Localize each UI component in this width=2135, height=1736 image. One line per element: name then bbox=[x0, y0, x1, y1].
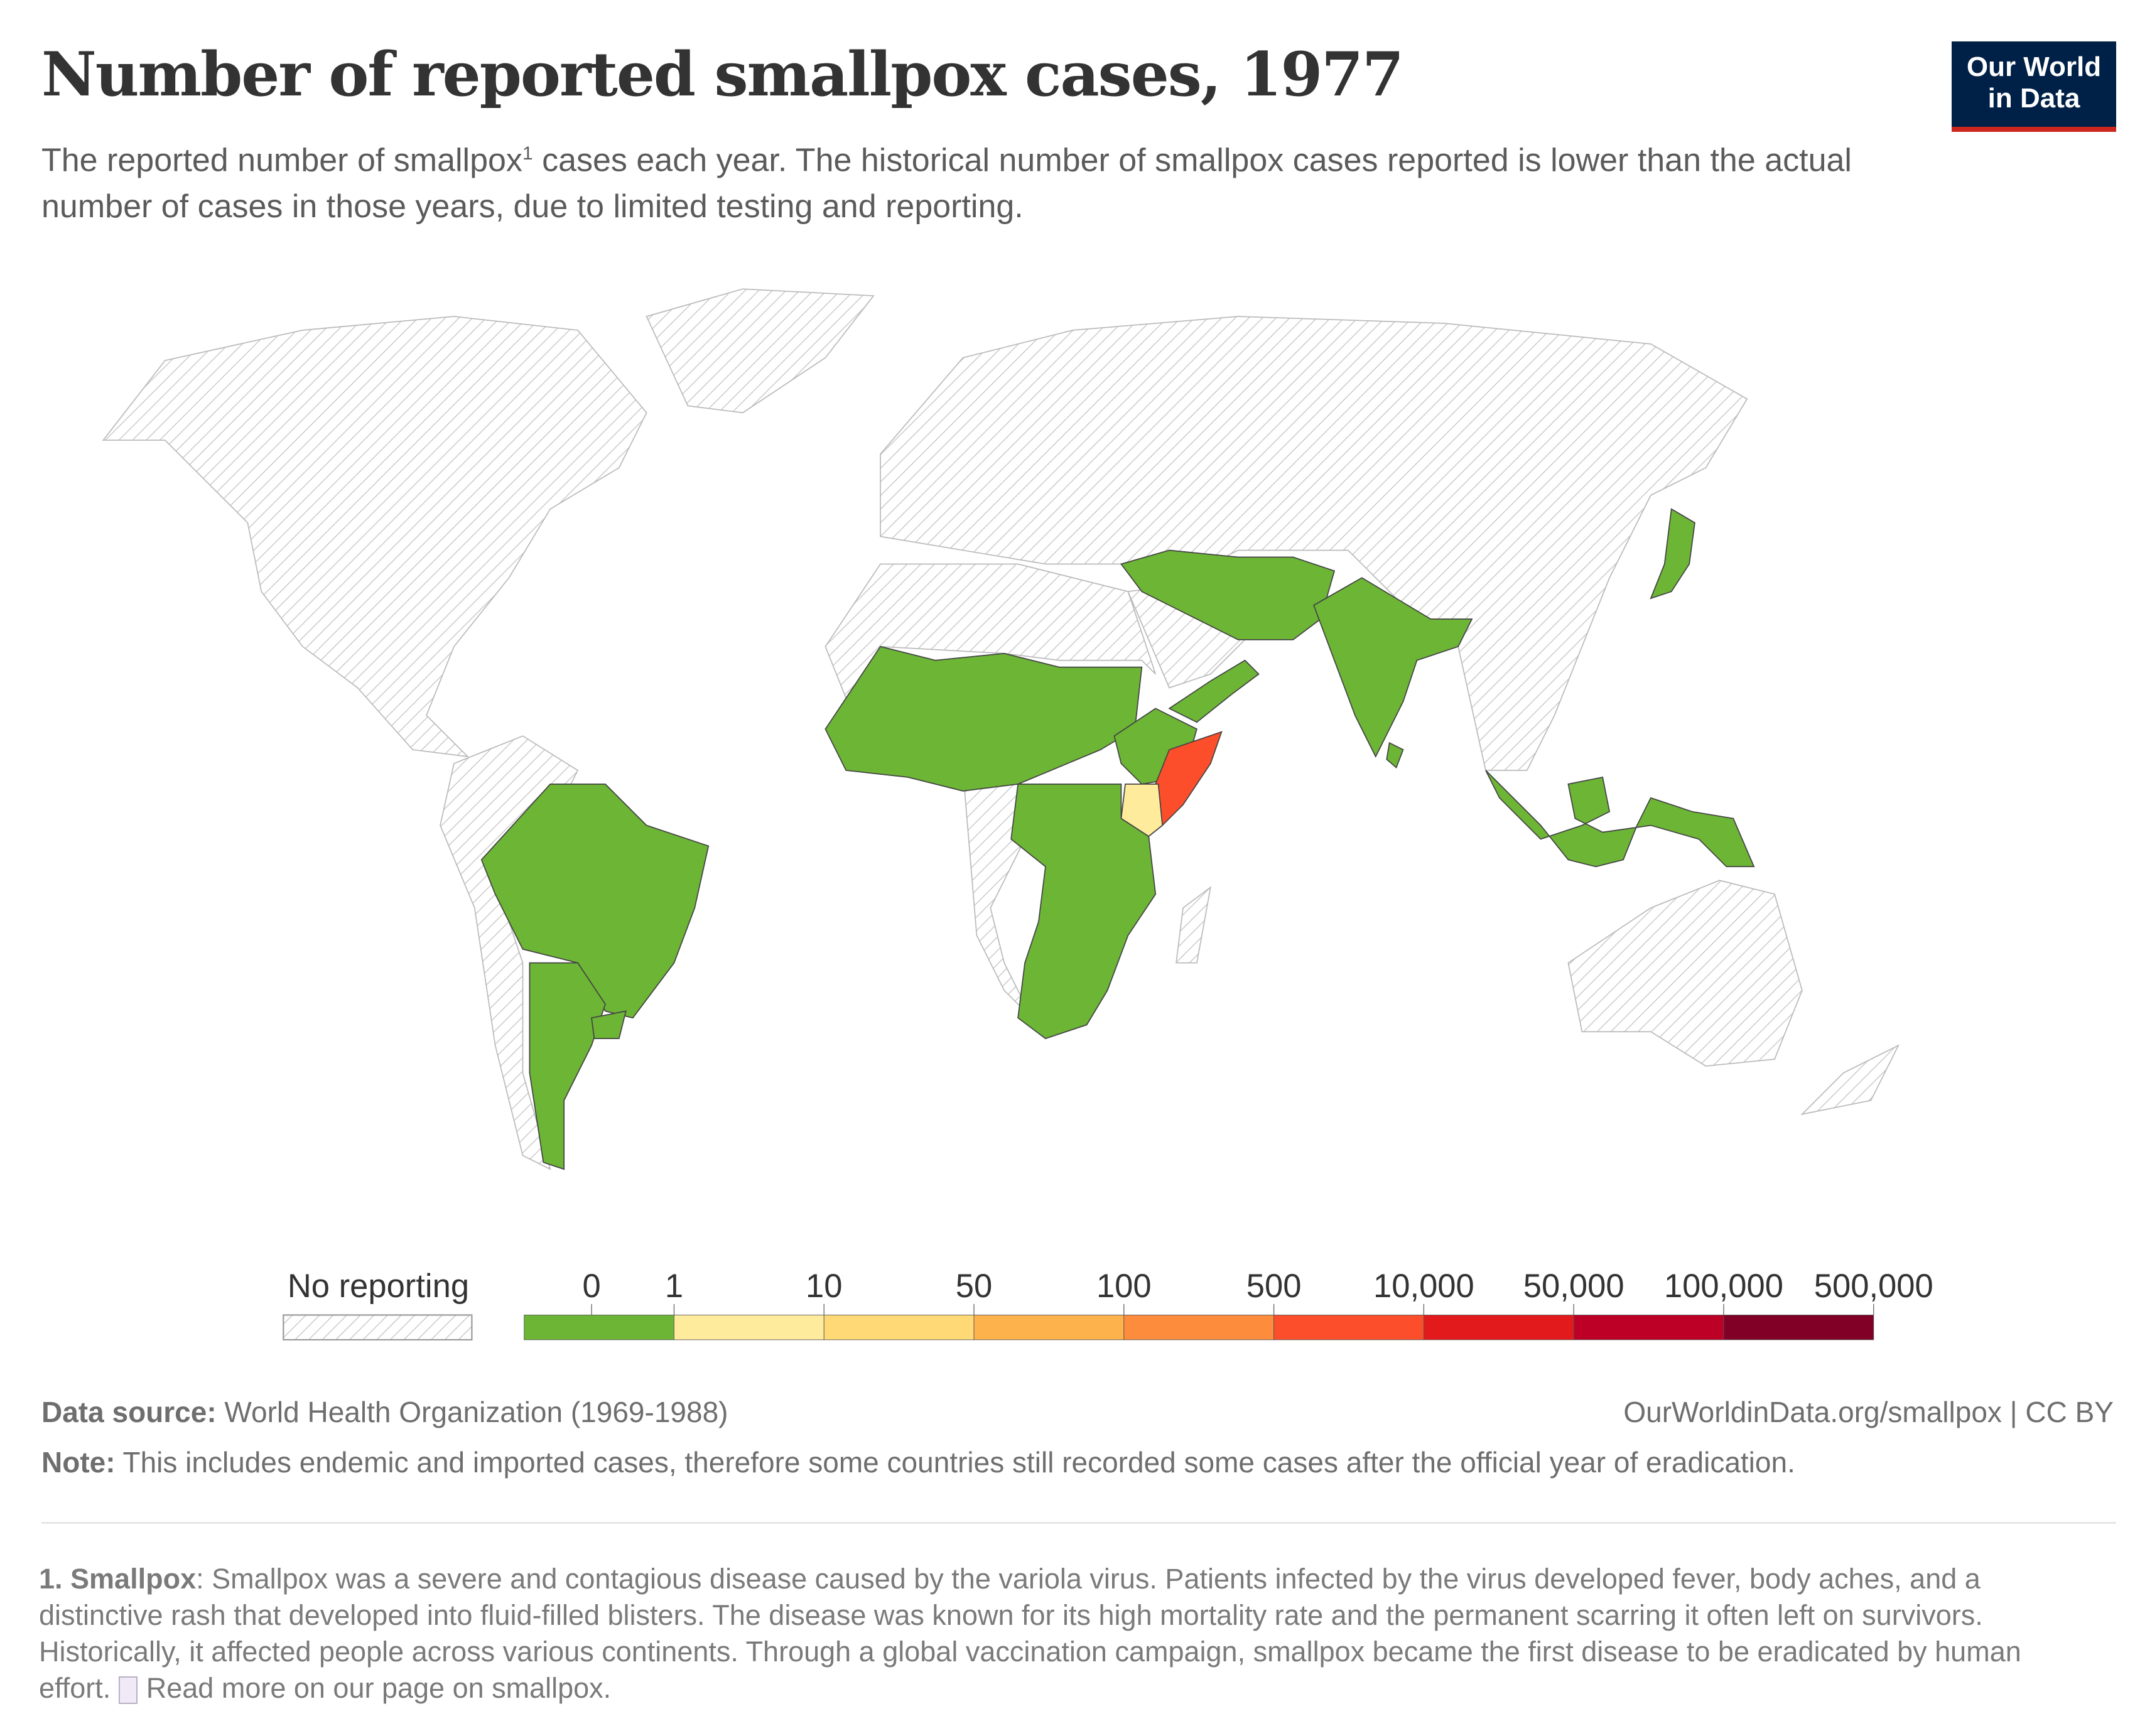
footnote: 1. Smallpox: Smallpox was a severe and c… bbox=[39, 1561, 2086, 1706]
eurasia bbox=[880, 316, 1748, 771]
country-japan[interactable] bbox=[1650, 508, 1695, 600]
chart-title: Number of reported smallpox cases, 1977 bbox=[41, 39, 1404, 110]
country-central-east-southern-africa[interactable] bbox=[1010, 783, 1157, 1040]
legend-tick-label: 500 bbox=[1246, 1268, 1302, 1305]
legend-bin-swatch[interactable] bbox=[524, 1315, 674, 1340]
footnote-text: : Smallpox was a severe and contagious d… bbox=[39, 1563, 2021, 1704]
logo-text: in Data bbox=[1987, 83, 2080, 114]
legend-tick-label: 500,000 bbox=[1814, 1268, 1933, 1305]
legend-bin-swatch[interactable] bbox=[1123, 1315, 1275, 1340]
south-america-rest bbox=[440, 735, 579, 1170]
country-sri-lanka[interactable] bbox=[1386, 741, 1404, 769]
country-kenya[interactable] bbox=[1120, 783, 1164, 838]
legend-bin-swatch[interactable] bbox=[1723, 1315, 1874, 1340]
country-uruguay[interactable] bbox=[591, 1010, 627, 1040]
australia bbox=[1567, 880, 1803, 1067]
read-more-link[interactable]: Read more on our page on smallpox. bbox=[146, 1672, 612, 1704]
new-zealand bbox=[1800, 1044, 1900, 1116]
legend-bin-swatch[interactable] bbox=[973, 1315, 1125, 1340]
footnote-label: 1. Smallpox bbox=[39, 1563, 197, 1595]
reporting-countries bbox=[480, 508, 1755, 1170]
legend-bin-swatch[interactable] bbox=[1573, 1315, 1724, 1340]
legend-tick-label: 1 bbox=[665, 1268, 683, 1305]
legend-tick-label: 10 bbox=[806, 1268, 842, 1305]
logo-text: Our World bbox=[1966, 51, 2102, 82]
legend: No reporting 0 1 10 50 100 500 10,000 50,000 100… bbox=[283, 1268, 1933, 1341]
legend-tick-label: 50,000 bbox=[1523, 1268, 1624, 1305]
legend-no-data-swatch bbox=[283, 1314, 473, 1341]
source-text[interactable]: World Health Organization (1969-1988) bbox=[216, 1396, 728, 1428]
country-yemen-oman[interactable] bbox=[1168, 659, 1260, 723]
note: Note: This includes endemic and imported… bbox=[41, 1445, 1795, 1479]
divider bbox=[41, 1522, 2116, 1524]
url-license[interactable]: OurWorldinData.org/smallpox | CC BY bbox=[1623, 1396, 2114, 1428]
no-data-regions bbox=[102, 288, 1900, 1170]
legend-bin-swatch[interactable] bbox=[1423, 1315, 1574, 1340]
note-label: Note: bbox=[41, 1446, 116, 1479]
country-argentina[interactable] bbox=[529, 962, 606, 1170]
legend-no-data-label: No reporting bbox=[288, 1268, 469, 1305]
legend-tick-label: 50 bbox=[956, 1268, 992, 1305]
legend-bin-swatch[interactable] bbox=[823, 1315, 975, 1340]
legend-bin-swatch[interactable] bbox=[674, 1315, 824, 1340]
legend-tick-label: 10,000 bbox=[1373, 1268, 1474, 1305]
country-west-africa[interactable] bbox=[824, 645, 1143, 792]
legend-tick-label: 100,000 bbox=[1664, 1268, 1783, 1305]
greenland bbox=[646, 288, 875, 414]
madagascar bbox=[1176, 886, 1212, 964]
document-icon bbox=[118, 1676, 138, 1705]
legend-tick-label: 100 bbox=[1096, 1268, 1152, 1305]
legend-tick-label: 0 bbox=[583, 1268, 601, 1305]
country-indonesia[interactable] bbox=[1485, 770, 1755, 868]
footnote-ref-link[interactable]: 1 bbox=[522, 143, 533, 164]
source-label: Data source: bbox=[41, 1396, 217, 1428]
country-india[interactable] bbox=[1313, 577, 1473, 758]
north-america bbox=[102, 316, 647, 758]
note-text: This includes endemic and imported cases… bbox=[115, 1446, 1795, 1479]
subtitle-text: cases each year. The historical number o… bbox=[41, 142, 1852, 225]
subtitle-text: The reported number of smallpox bbox=[41, 142, 522, 179]
chart-subtitle: The reported number of smallpox1 cases e… bbox=[41, 131, 1894, 230]
owid-logo[interactable]: Our World in Data bbox=[1952, 41, 2116, 132]
country-brazil[interactable] bbox=[480, 783, 710, 1019]
legend-bin-swatch[interactable] bbox=[1273, 1315, 1424, 1340]
data-source: Data source: World Health Organization (… bbox=[41, 1395, 728, 1429]
